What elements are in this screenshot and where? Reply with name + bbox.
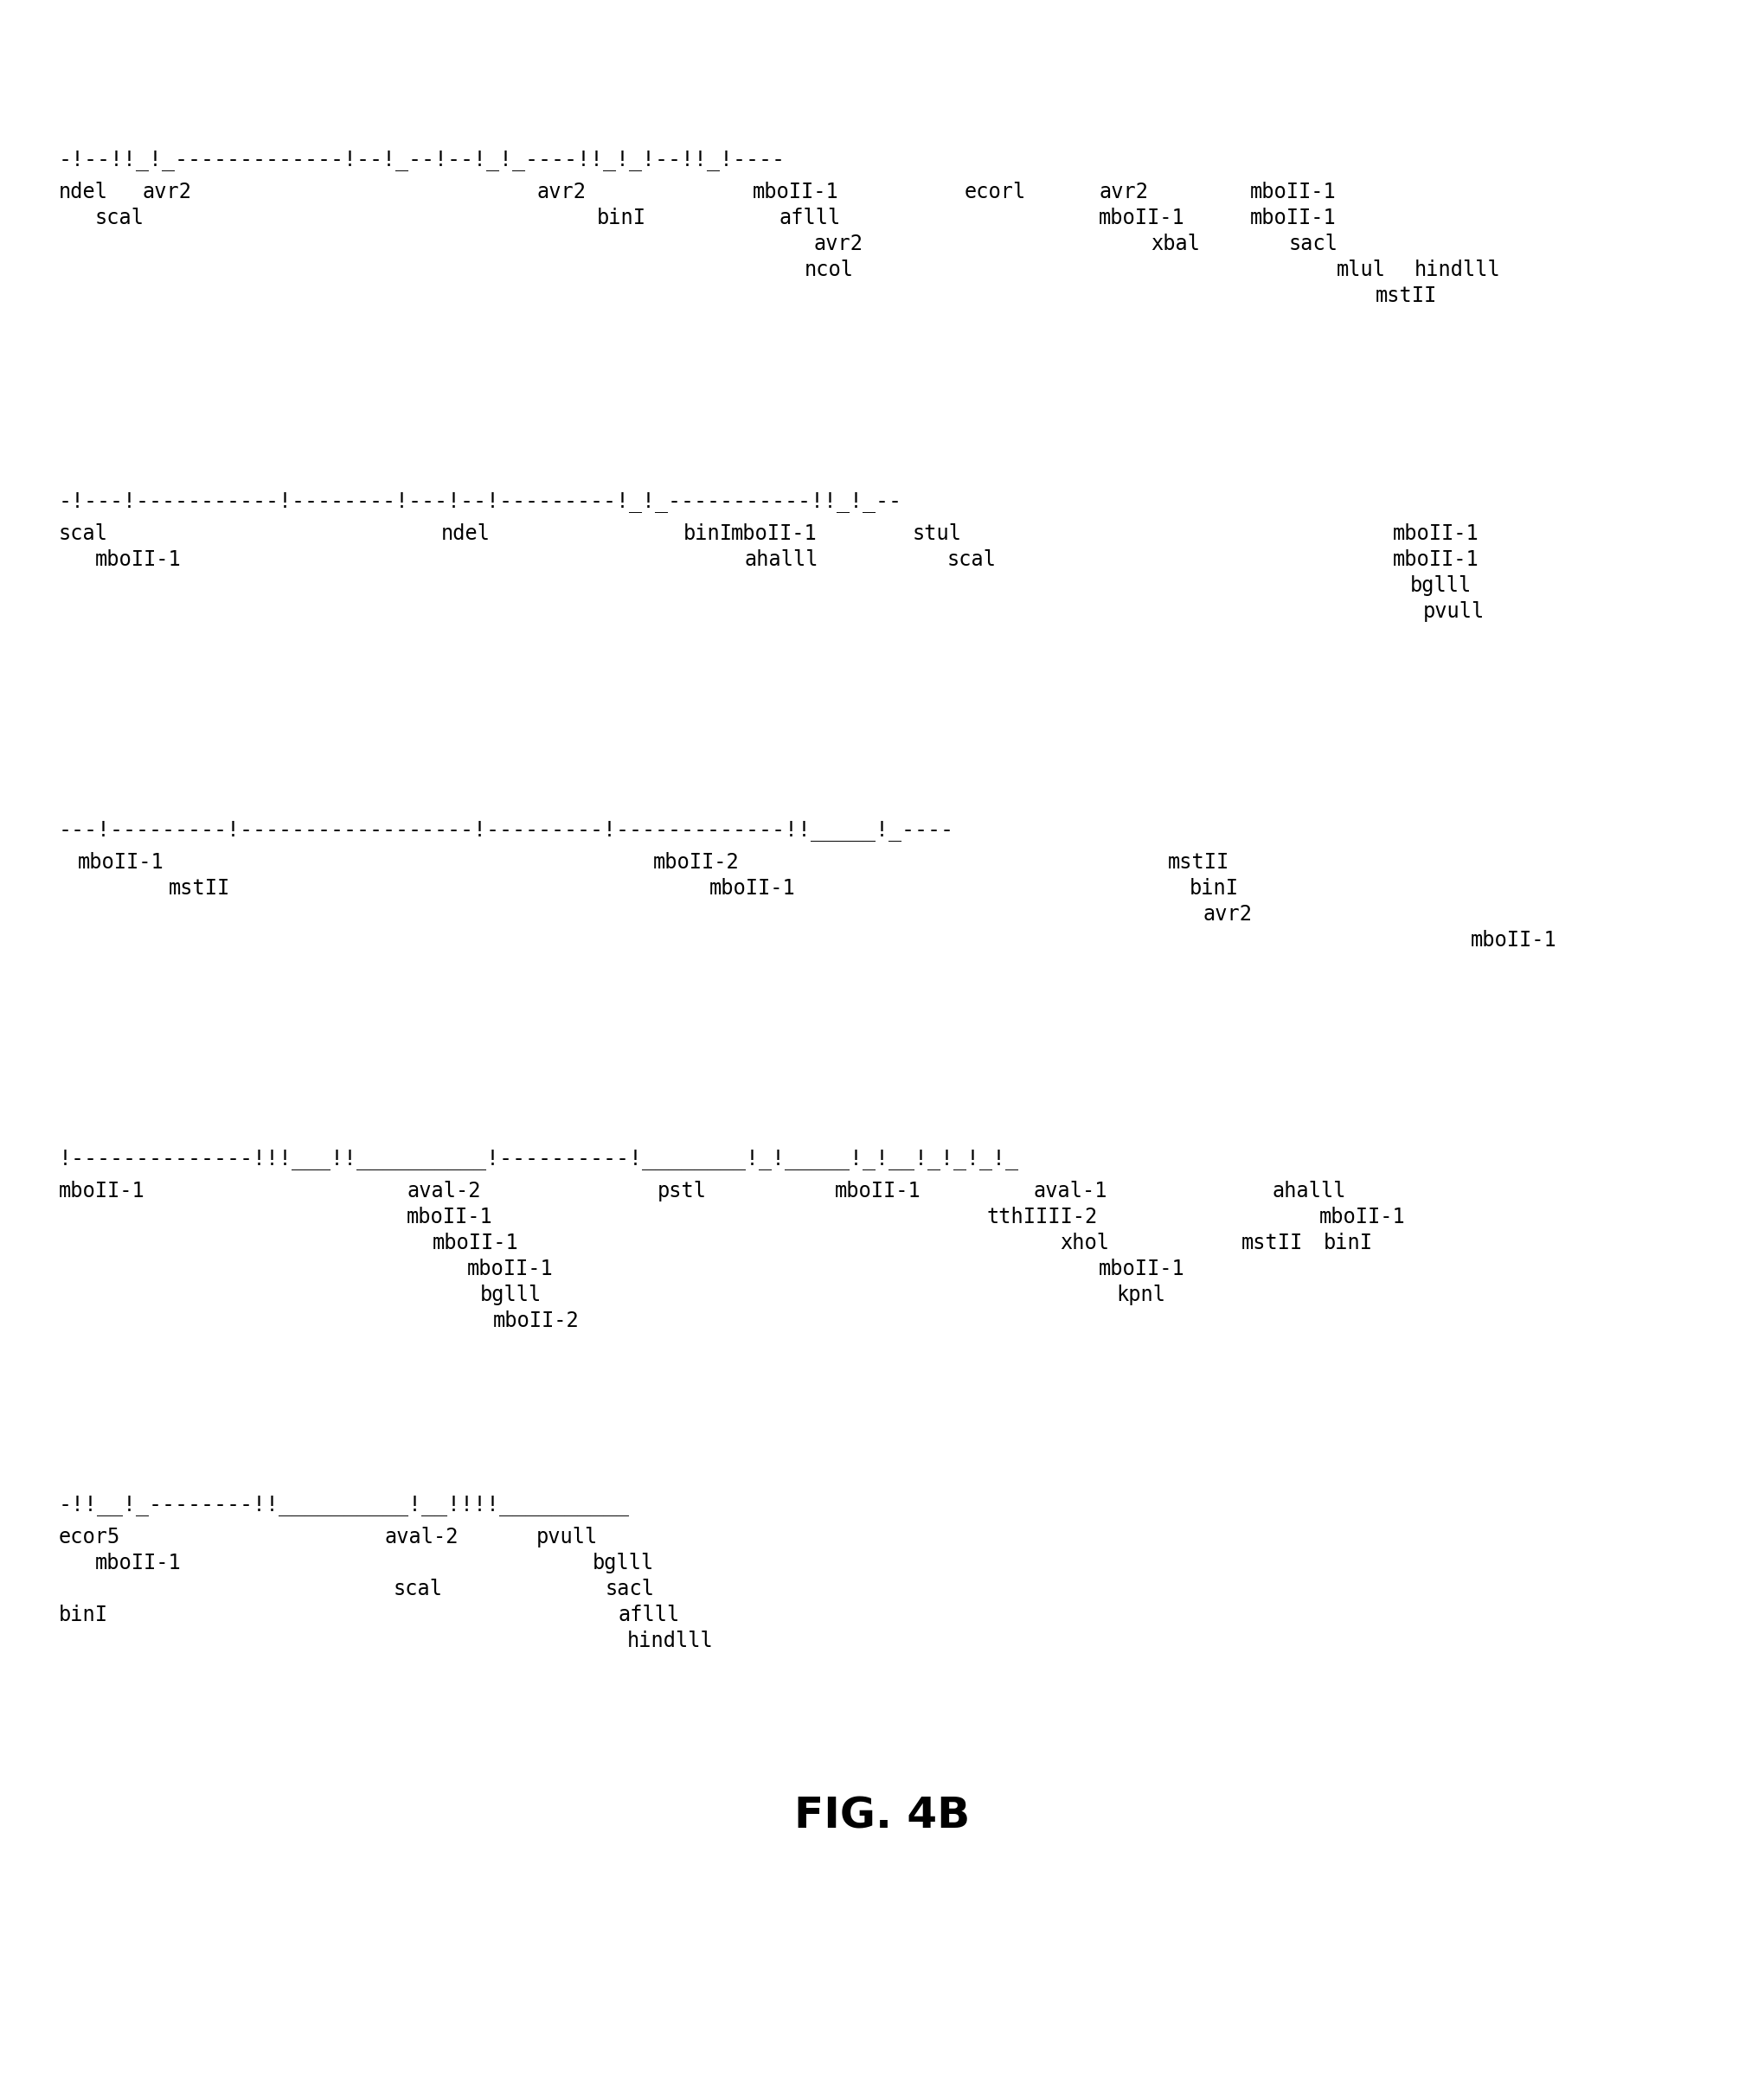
Text: aval-1: aval-1 — [1034, 1181, 1108, 1202]
Text: mboII-1: mboII-1 — [1251, 181, 1337, 201]
Text: scal: scal — [58, 523, 108, 544]
Text: mboII-1: mboII-1 — [407, 1206, 492, 1227]
Text: scal: scal — [393, 1578, 443, 1599]
Text: !--------------!!!___!!__________!----------!________!_!_____!_!__!_!_!_!_: !--------------!!!___!!__________!------… — [58, 1148, 1020, 1169]
Text: -!--!!_!_-------------!--!_--!--!_!_----!!_!_!--!!_!----: -!--!!_!_-------------!--!_--!--!_!_----… — [58, 149, 785, 170]
Text: -!---!-----------!--------!---!--!---------!_!_-----------!!_!_--: -!---!-----------!--------!---!--!------… — [58, 492, 903, 513]
Text: -!!__!_--------!!__________!__!!!!__________: -!!__!_--------!!__________!__!!!!______… — [58, 1495, 630, 1515]
Text: binI: binI — [683, 523, 732, 544]
Text: ecor5: ecor5 — [58, 1526, 120, 1547]
Text: mboII-1: mboII-1 — [709, 878, 796, 899]
Text: mboII-1: mboII-1 — [1099, 208, 1185, 228]
Text: bglll: bglll — [480, 1285, 542, 1306]
Text: xbal: xbal — [1150, 233, 1200, 253]
Text: mboII-2: mboII-2 — [494, 1310, 579, 1331]
Text: sacl: sacl — [605, 1578, 654, 1599]
Text: avr2: avr2 — [536, 181, 586, 201]
Text: ncol: ncol — [804, 260, 854, 280]
Text: xhol: xhol — [1060, 1233, 1110, 1254]
Text: avr2: avr2 — [1099, 181, 1148, 201]
Text: hindlll: hindlll — [628, 1630, 713, 1650]
Text: ecorl: ecorl — [965, 181, 1027, 201]
Text: mboII-1: mboII-1 — [432, 1233, 519, 1254]
Text: stul: stul — [912, 523, 961, 544]
Text: aflll: aflll — [778, 208, 840, 228]
Text: mboII-1: mboII-1 — [753, 181, 840, 201]
Text: mstII: mstII — [169, 878, 231, 899]
Text: scal: scal — [95, 208, 145, 228]
Text: binI: binI — [596, 208, 646, 228]
Text: avr2: avr2 — [1203, 903, 1252, 924]
Text: avr2: avr2 — [813, 233, 863, 253]
Text: bglll: bglll — [593, 1553, 654, 1574]
Text: ---!---------!------------------!---------!-------------!!_____!_----: ---!---------!------------------!-------… — [58, 820, 954, 841]
Text: mboII-1: mboII-1 — [1471, 930, 1558, 951]
Text: FIG. 4B: FIG. 4B — [794, 1796, 970, 1837]
Text: kpnl: kpnl — [1117, 1285, 1166, 1306]
Text: binI: binI — [1323, 1233, 1372, 1254]
Text: ndel: ndel — [441, 523, 490, 544]
Text: aval-2: aval-2 — [407, 1181, 480, 1202]
Text: pvull: pvull — [1424, 602, 1485, 623]
Text: mlul: mlul — [1337, 260, 1387, 280]
Text: mboII-1: mboII-1 — [1319, 1206, 1406, 1227]
Text: mboII-1: mboII-1 — [1099, 1258, 1185, 1279]
Text: mstII: mstII — [1168, 851, 1230, 872]
Text: mstII: mstII — [1242, 1233, 1304, 1254]
Text: scal: scal — [947, 550, 997, 571]
Text: mboII-1: mboII-1 — [95, 550, 182, 571]
Text: ndel: ndel — [58, 181, 108, 201]
Text: avr2: avr2 — [143, 181, 192, 201]
Text: ahalll: ahalll — [1272, 1181, 1346, 1202]
Text: mboII-1: mboII-1 — [1394, 550, 1480, 571]
Text: mboII-1: mboII-1 — [58, 1181, 145, 1202]
Text: binI: binI — [58, 1605, 108, 1626]
Text: mboII-1: mboII-1 — [78, 851, 164, 872]
Text: mboII-1: mboII-1 — [730, 523, 817, 544]
Text: bglll: bglll — [1409, 575, 1471, 596]
Text: pvull: pvull — [536, 1526, 598, 1547]
Text: binI: binI — [1189, 878, 1238, 899]
Text: aval-2: aval-2 — [385, 1526, 459, 1547]
Text: tthIIII-2: tthIIII-2 — [986, 1206, 1097, 1227]
Text: hindlll: hindlll — [1415, 260, 1501, 280]
Text: mboII-1: mboII-1 — [834, 1181, 921, 1202]
Text: aflll: aflll — [619, 1605, 681, 1626]
Text: sacl: sacl — [1289, 233, 1339, 253]
Text: mboII-1: mboII-1 — [1251, 208, 1337, 228]
Text: mboII-1: mboII-1 — [1394, 523, 1480, 544]
Text: mboII-2: mboII-2 — [653, 851, 739, 872]
Text: mboII-1: mboII-1 — [95, 1553, 182, 1574]
Text: mstII: mstII — [1376, 284, 1438, 305]
Text: ahalll: ahalll — [744, 550, 818, 571]
Text: mboII-1: mboII-1 — [467, 1258, 554, 1279]
Text: pstl: pstl — [658, 1181, 707, 1202]
